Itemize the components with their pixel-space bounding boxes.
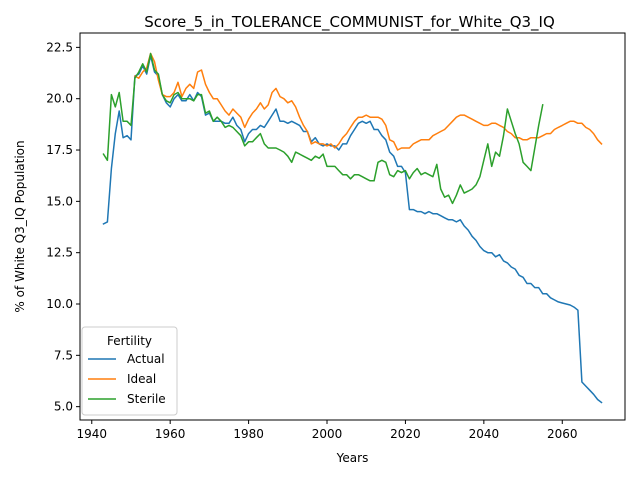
- x-tick-label: 1980: [233, 427, 264, 441]
- y-tick-label: 12.5: [46, 246, 73, 260]
- x-tick-label: 1960: [155, 427, 186, 441]
- x-tick-label: 2040: [469, 427, 500, 441]
- series-line-ideal: [133, 52, 603, 151]
- x-axis-label: Years: [336, 451, 369, 465]
- y-axis-label: % of White Q3_IQ Population: [13, 140, 27, 312]
- legend-label-ideal: Ideal: [127, 372, 156, 386]
- x-tick-label: 2060: [547, 427, 578, 441]
- legend-label-actual: Actual: [127, 352, 165, 366]
- x-tick-label: 2000: [312, 427, 343, 441]
- y-tick-label: 10.0: [46, 297, 73, 311]
- y-axis: 5.0 7.5 10.0 12.5 15.0 17.5 20.0 22.5: [46, 40, 80, 414]
- y-tick-label: 20.0: [46, 92, 73, 106]
- y-tick-label: 22.5: [46, 40, 73, 54]
- chart-title: Score_5_in_TOLERANCE_COMMUNIST_for_White…: [144, 13, 555, 32]
- y-tick-label: 5.0: [54, 400, 73, 414]
- series-line-sterile: [102, 52, 544, 205]
- x-axis: 1940 1960 1980 2000 2020 2040 2060: [76, 420, 578, 441]
- legend-label-sterile: Sterile: [127, 392, 166, 406]
- legend-box: [81, 326, 178, 416]
- y-tick-label: 17.5: [46, 143, 73, 157]
- legend: Fertility Actual Ideal Sterile: [81, 326, 178, 416]
- legend-title: Fertility: [107, 334, 152, 348]
- y-tick-label: 7.5: [54, 348, 73, 362]
- plot-area: [102, 52, 603, 404]
- series-line-actual: [102, 54, 603, 404]
- x-tick-label: 1940: [76, 427, 107, 441]
- y-tick-label: 15.0: [46, 194, 73, 208]
- plot-frame: [79, 32, 626, 421]
- x-tick-label: 2020: [390, 427, 421, 441]
